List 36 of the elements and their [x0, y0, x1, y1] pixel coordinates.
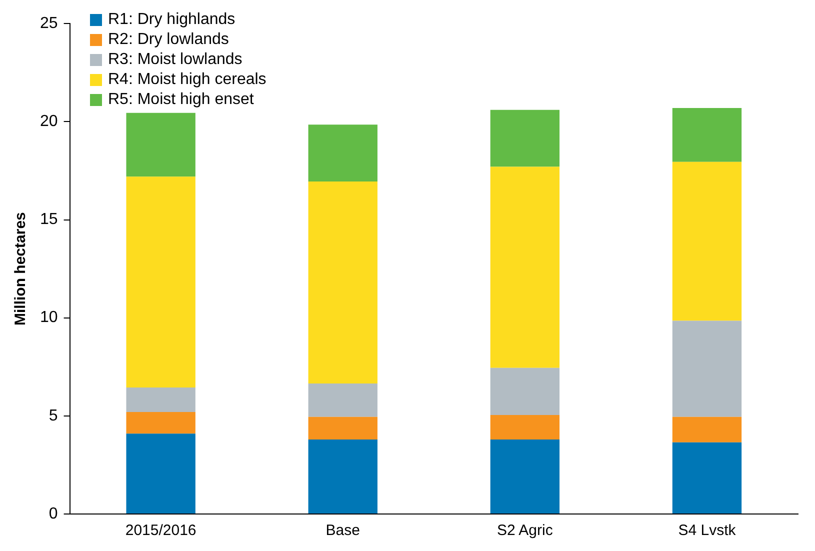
bar	[126, 387, 196, 412]
x-tick-label: S2 Agric	[496, 522, 554, 540]
bar	[490, 439, 560, 514]
y-axis-title: Million hectares	[12, 212, 30, 326]
x-tick-label: 2015/2016	[125, 522, 196, 540]
y-tick-label: 20	[40, 113, 58, 130]
y-tick-label: 10	[40, 309, 58, 326]
bar	[308, 124, 378, 182]
bar	[490, 368, 560, 415]
legend-label: R1: Dry highlands	[108, 10, 236, 30]
y-tick-label: 15	[40, 211, 58, 228]
legend-label: R3: Moist lowlands	[108, 50, 242, 70]
bar	[308, 439, 378, 514]
bar	[308, 416, 378, 440]
x-tick-label: S4 Lvstk	[678, 522, 736, 540]
bar	[308, 182, 378, 384]
legend-label: R5: Moist high enset	[108, 90, 254, 110]
legend-label: R2: Dry lowlands	[108, 30, 229, 50]
bar	[672, 108, 742, 162]
y-tick-label: 25	[40, 15, 58, 32]
bar	[672, 442, 742, 514]
bar	[126, 176, 196, 388]
y-tick-label: 5	[48, 407, 58, 424]
bar	[126, 112, 196, 177]
bar	[490, 414, 560, 440]
bar	[126, 412, 196, 434]
bar	[672, 162, 742, 321]
bar	[672, 416, 742, 442]
bar	[490, 110, 560, 167]
y-tick-label: 0	[48, 505, 58, 522]
legend-label: R4: Moist high cereals	[108, 70, 266, 90]
bar	[672, 320, 742, 417]
bar	[308, 384, 378, 417]
bar	[490, 166, 560, 368]
bar	[126, 434, 196, 514]
x-tick-label: Base	[326, 522, 360, 540]
